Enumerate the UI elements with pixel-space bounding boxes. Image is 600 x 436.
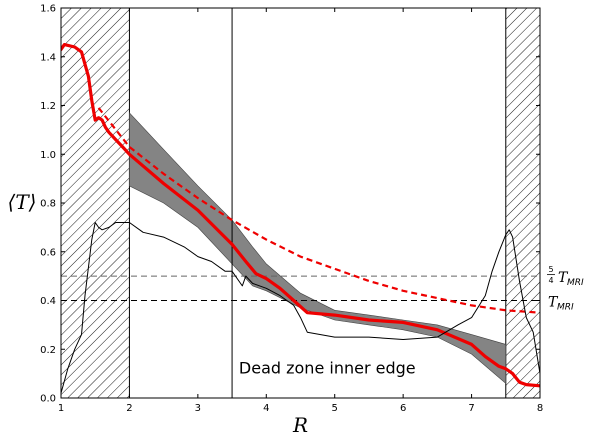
hatched-region-2 — [505, 7, 541, 399]
dead-zone-annotation: Dead zone inner edge — [239, 359, 416, 378]
series-dashed — [97, 107, 540, 314]
ticks: 1 2 3 4 5 6 7 8 0.0 0.2 0.4 0.6 0.8 1.0 1.2 1.4 1.6 — [40, 4, 543, 415]
x-tick-label: 6 — [400, 403, 406, 414]
x-tick-label: 7 — [468, 403, 474, 414]
series-thin — [61, 222, 540, 394]
y-tick-label: 0.6 — [40, 247, 56, 258]
y-axis-label: ⟨T⟩ — [8, 190, 37, 214]
label-fraction-numerator: 5 — [548, 265, 553, 274]
label-main: T — [558, 270, 569, 286]
y-tick-label: 1.6 — [40, 4, 56, 15]
label-subscript: MRI — [557, 303, 574, 313]
y-tick-label: 0.4 — [40, 296, 56, 307]
label-main: T — [548, 295, 559, 311]
y-tick-label: 1.4 — [40, 52, 56, 63]
reference-label-2: T MRI — [548, 295, 574, 313]
x-axis-label: R — [292, 413, 308, 436]
y-tick-label: 0.2 — [40, 345, 56, 356]
uncertainty-band-layer — [129, 112, 507, 385]
reference-label-1: 5 4 T MRI — [547, 265, 584, 288]
y-tick-label: 1.2 — [40, 101, 56, 112]
hatched-region-1 — [60, 7, 130, 399]
label-subscript: MRI — [567, 278, 584, 288]
y-tick-label: 1.0 — [40, 150, 56, 161]
uncertainty-band — [129, 112, 507, 385]
hatched-regions — [60, 7, 541, 399]
x-tick-label: 4 — [263, 403, 269, 414]
series-mean — [61, 43, 540, 388]
y-tick-label: 0.8 — [40, 199, 56, 210]
label-fraction-denominator: 4 — [548, 276, 553, 285]
x-tick-label: 1 — [58, 403, 64, 414]
x-tick-label: 3 — [195, 403, 201, 414]
series-layer — [61, 43, 540, 394]
x-tick-label: 8 — [537, 403, 543, 414]
x-tick-label: 5 — [332, 403, 338, 414]
x-tick-label: 2 — [126, 403, 132, 414]
y-tick-label: 0.0 — [40, 394, 56, 405]
